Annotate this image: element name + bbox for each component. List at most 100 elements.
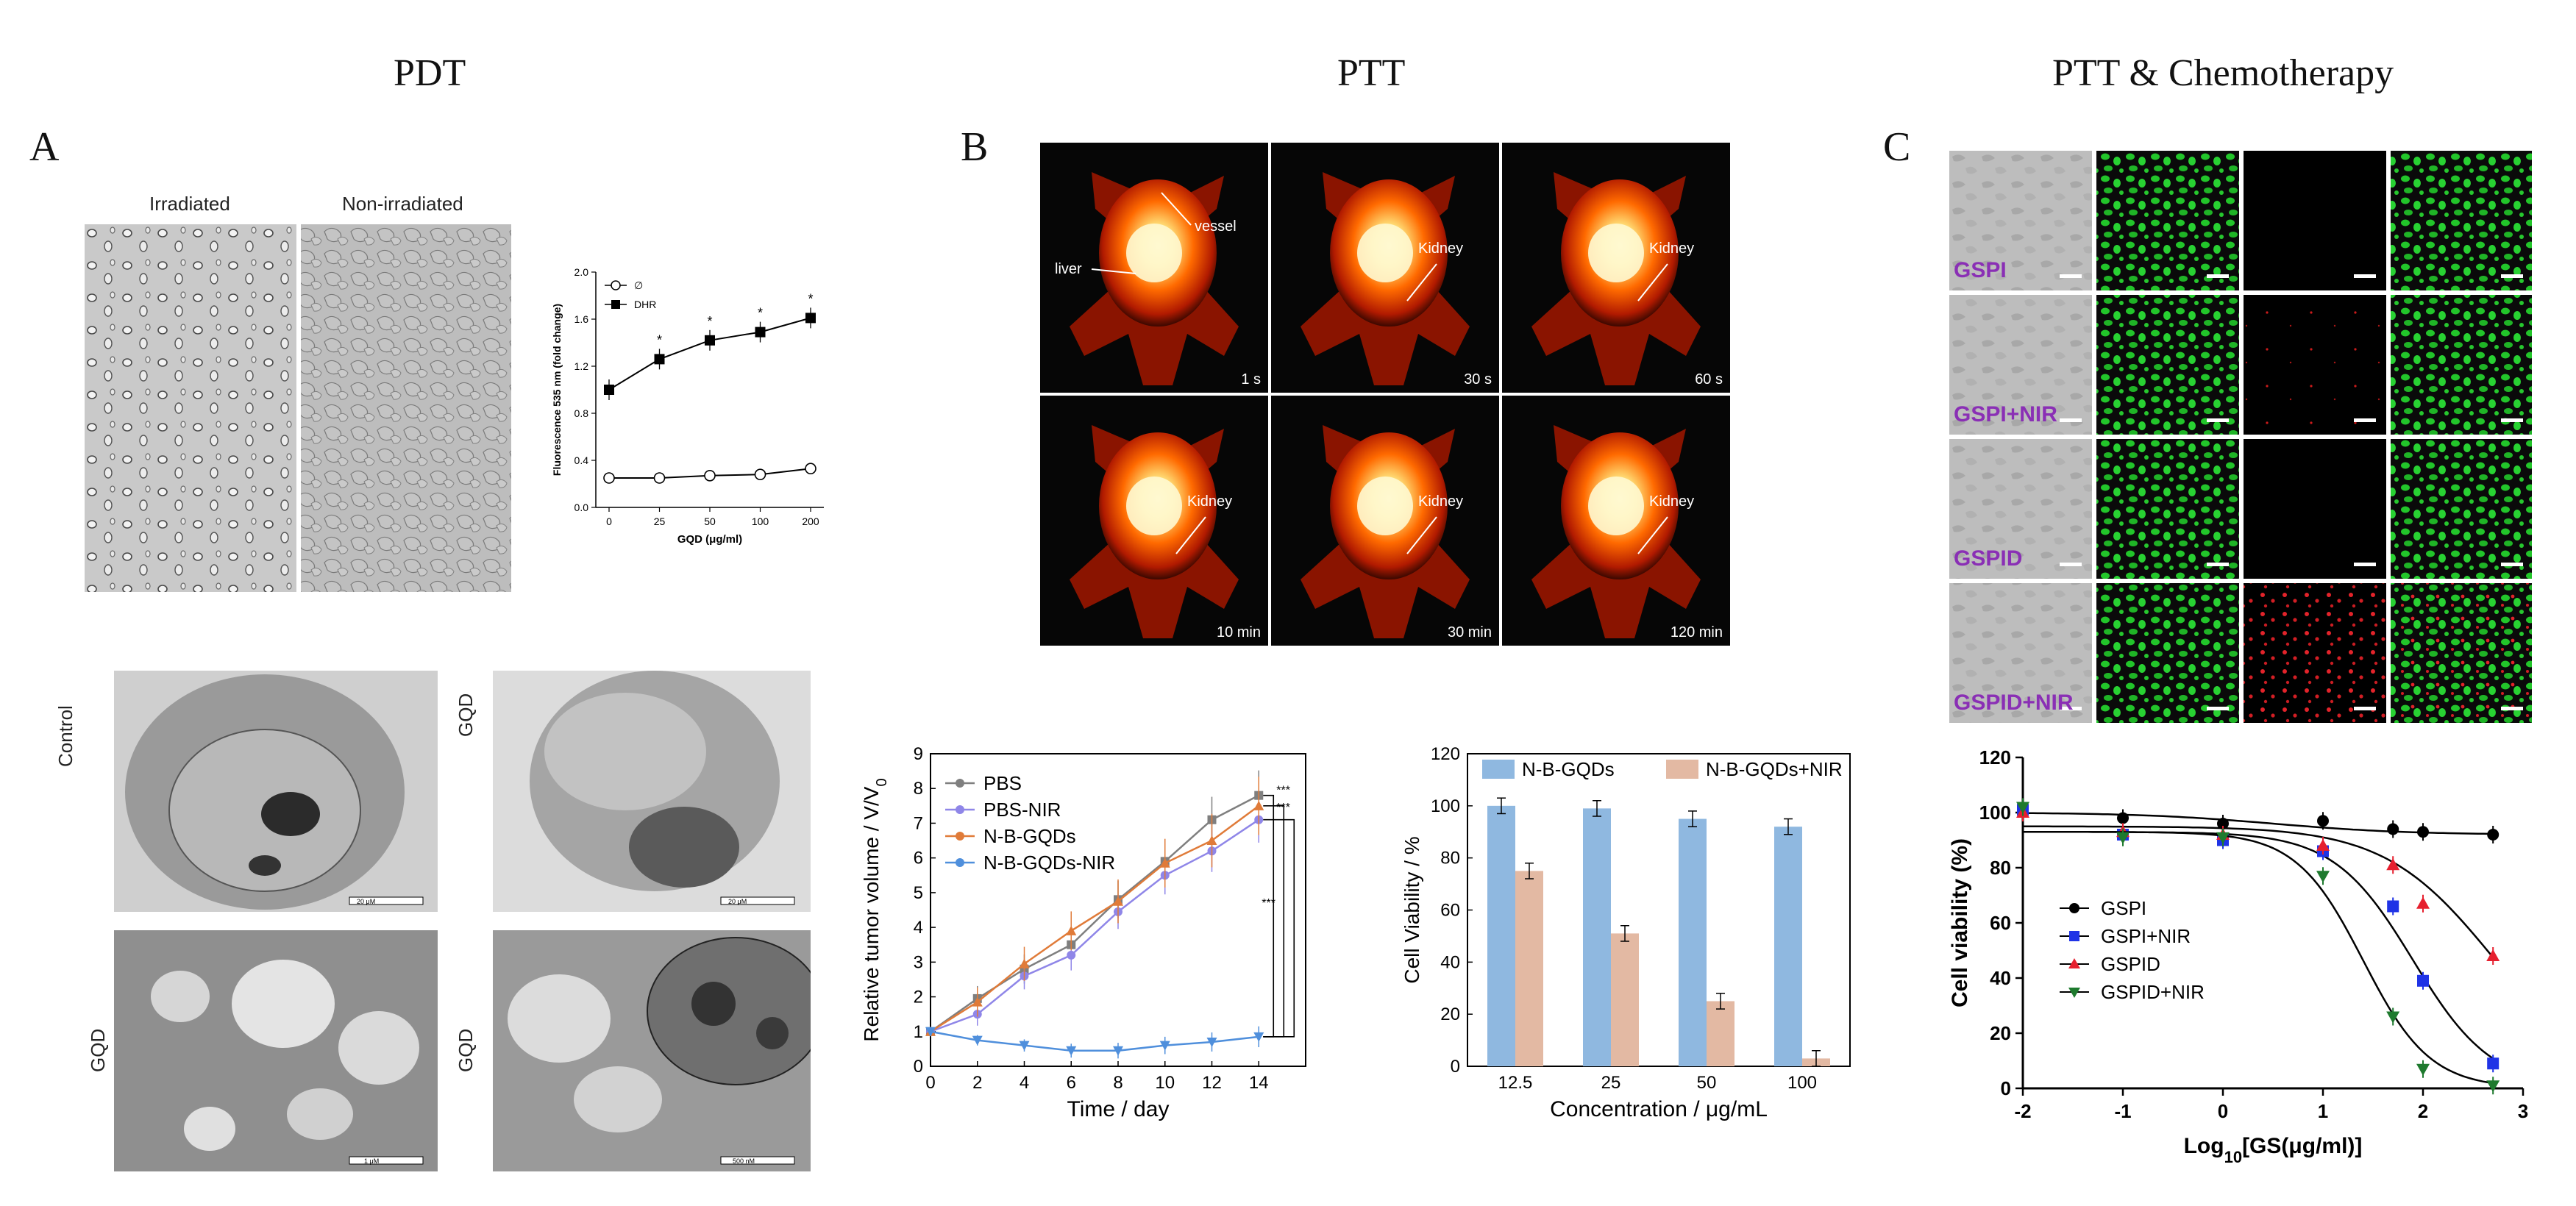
data-point (705, 335, 715, 346)
tem-label-gqd-2: GQD (87, 1028, 109, 1072)
legend-marker (611, 280, 621, 290)
y-tick-label: 40 (1440, 952, 1460, 972)
y-tick-label: 0.4 (574, 454, 589, 466)
legend-marker (956, 779, 964, 788)
data-point (2387, 900, 2399, 913)
scale-bar (2207, 707, 2229, 710)
legend-marker (956, 805, 964, 814)
significance-star: * (758, 306, 763, 321)
y-tick-label: 2 (914, 988, 923, 1007)
data-point (1066, 925, 1077, 935)
hot-spot (1588, 477, 1644, 535)
legend-label: PBS (983, 772, 1022, 794)
x-tick-label: 100 (1787, 1073, 1817, 1093)
time-label: 10 min (1217, 624, 1261, 641)
x-tick-label: -1 (2114, 1100, 2131, 1122)
y-tick-label: 1.6 (574, 313, 589, 325)
x-tick-label: 10 (1155, 1073, 1175, 1093)
legend-marker (2068, 988, 2080, 998)
x-tick-label: 8 (1113, 1073, 1122, 1093)
hot-spot (1126, 477, 1182, 535)
legend-marker (2068, 958, 2080, 968)
panel-label-b: B (961, 124, 989, 170)
data-point (2487, 1057, 2499, 1070)
y-tick-label: 0 (1451, 1057, 1460, 1077)
y-tick-label: 60 (1990, 912, 2011, 934)
liver-arrow (1091, 268, 1136, 274)
staining-tile (2391, 439, 2532, 579)
bar (1707, 1001, 1734, 1066)
data-point (754, 468, 766, 481)
legend-label: GSPI+NIR (2101, 925, 2191, 947)
tem-label-gqd-3: GQD (455, 1028, 477, 1072)
scale-bar (2501, 563, 2523, 566)
time-label: 60 s (1695, 371, 1723, 388)
imaging-tile: 30 s Kidney (1271, 143, 1499, 393)
imaging-tile: 1 s vessel liver (1040, 143, 1268, 393)
y-tick-label: 20 (1990, 1022, 2011, 1044)
staining-tile (1949, 295, 2092, 435)
kidney-arrow (1406, 516, 1437, 554)
data-point (925, 1027, 936, 1037)
tem-label-control: Control (54, 705, 77, 767)
y-tick-label: 40 (1990, 967, 2011, 989)
x-tick-label: 12.5 (1498, 1073, 1533, 1093)
data-point (2117, 812, 2129, 824)
fit-curve (2023, 831, 2494, 1085)
vessel-arrow (1161, 192, 1192, 226)
irradiated-label: Irradiated (149, 193, 230, 215)
scale-bar (2060, 274, 2082, 278)
x-tick-label: 6 (1067, 1073, 1076, 1093)
data-point (2486, 1080, 2500, 1093)
scale-bar (2354, 418, 2376, 422)
data-point (2317, 815, 2329, 827)
kidney-label: Kidney (1418, 240, 1463, 257)
staining-tile (2391, 295, 2532, 435)
significance-star: * (707, 314, 712, 329)
scale-bar (2207, 418, 2229, 422)
staining-tile (2391, 583, 2532, 723)
legend-marker (611, 300, 620, 309)
data-point (1253, 1032, 1264, 1042)
imaging-tile: 30 min Kidney (1271, 396, 1499, 646)
scale-bar (2354, 274, 2376, 278)
x-tick-label: 50 (704, 515, 716, 527)
x-tick-label: 3 (2518, 1100, 2528, 1122)
staining-tile (1949, 439, 2092, 579)
y-tick-label: 120 (1431, 744, 1460, 764)
data-point (805, 463, 816, 475)
y-tick-label: 100 (1431, 796, 1460, 816)
data-point (2387, 823, 2399, 835)
scale-bar (2207, 274, 2229, 278)
time-label: 30 s (1464, 371, 1492, 388)
tem-gqd-image-1: 20 μM (493, 671, 811, 912)
x-tick-label: 50 (1697, 1073, 1717, 1093)
data-point (1019, 1041, 1030, 1051)
data-point (2216, 832, 2230, 844)
row-label: GSPI+NIR (1954, 402, 2057, 427)
staining-tile (2244, 151, 2386, 290)
significance-star: * (657, 332, 662, 347)
y-tick-label: 20 (1440, 1005, 1460, 1024)
x-tick-label: -2 (2014, 1100, 2031, 1122)
cell-viability-bar-chart: 0 20 40 60 80 100 120 12.5 25 50 100 Concentration … (1401, 744, 1851, 1121)
legend-marker (956, 832, 964, 841)
y-tick-label: 120 (1979, 746, 2011, 768)
liver-label: liver (1055, 261, 1082, 277)
staining-tile (2244, 583, 2386, 723)
y-tick-label: 0 (914, 1057, 923, 1077)
staining-tile (1949, 151, 2092, 290)
panel-label-c: C (1883, 124, 1911, 170)
y-tick-label: 7 (914, 813, 923, 833)
data-point (654, 354, 665, 365)
dose-response-chart: 0 20 40 60 80 100 120 -2 -1 0 1 2 3 Log10[GS(μg/ml)] C… (1948, 746, 2528, 1166)
x-tick-label: 14 (1249, 1073, 1269, 1093)
legend-label: GSPID+NIR (2101, 981, 2205, 1003)
data-point (2416, 1063, 2430, 1076)
staining-tile (2391, 151, 2532, 290)
staining-tile (1949, 583, 2092, 723)
x-tick-label: 25 (654, 515, 666, 527)
staining-tile (2096, 439, 2239, 579)
